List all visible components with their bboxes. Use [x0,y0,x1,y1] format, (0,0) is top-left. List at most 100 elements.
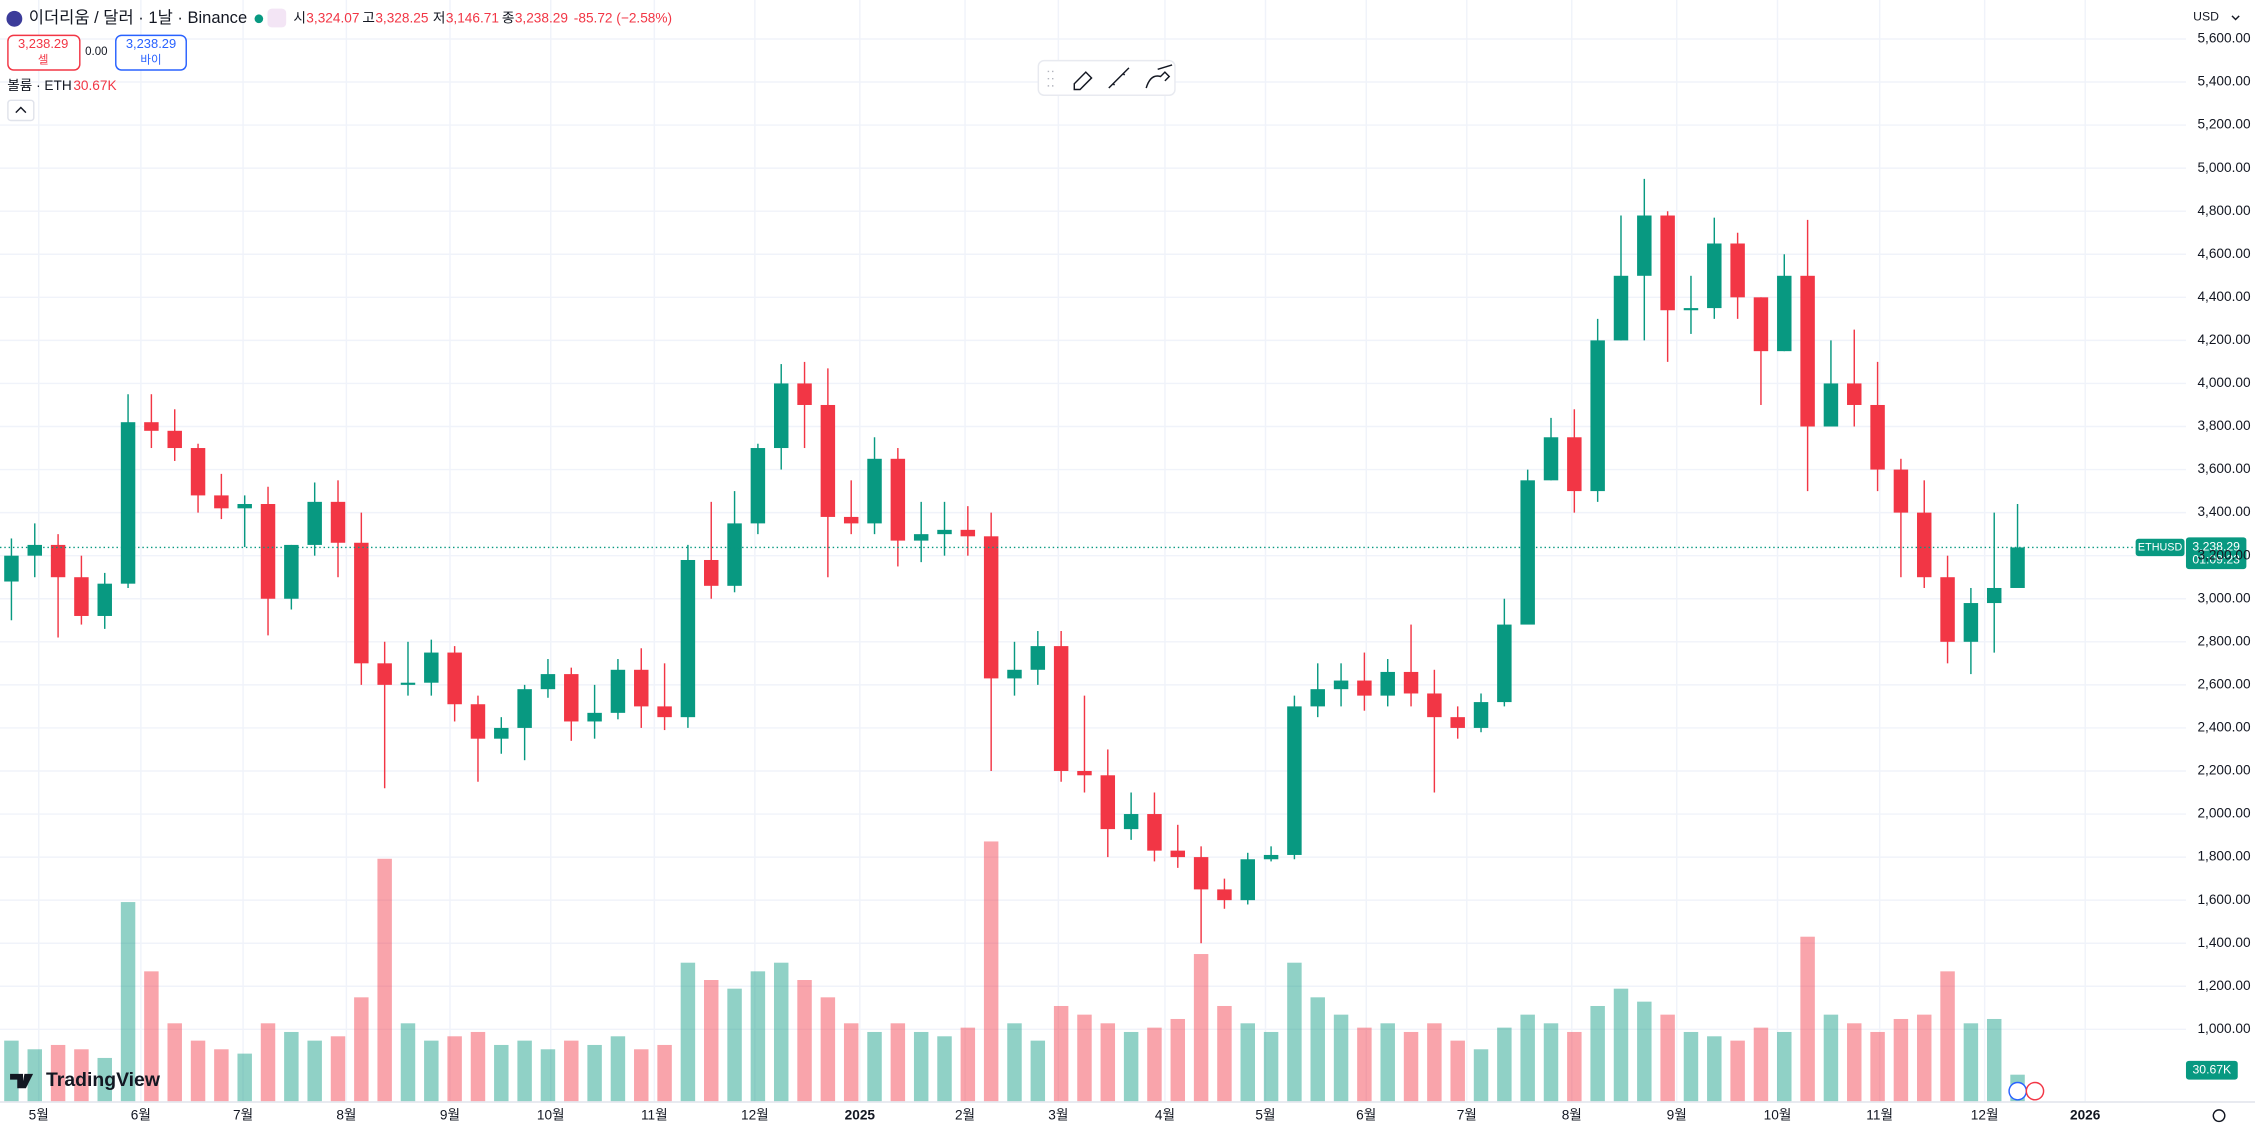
candle-body [2010,547,2025,588]
candle-body [1100,775,1116,830]
event-icon[interactable] [2025,1081,2045,1101]
currency: USD [2193,10,2219,24]
candle-body [1380,671,1395,696]
volume-bar [750,971,766,1102]
currency-caret [2231,15,2240,21]
volume-bar [1543,1023,1559,1102]
candle-body [120,422,136,584]
volume-bar [1170,1018,1186,1102]
volume-bar [1240,1023,1255,1102]
volume-layer [4,841,2025,1102]
volume-bar [400,1023,416,1102]
volume-bar [284,1031,299,1102]
volume-bar [1683,1031,1699,1102]
x-tick-label: 2026 [2070,1107,2101,1122]
ohlc-value: 3,146.71 [446,10,499,25]
volume-bar [937,1036,952,1102]
candle-body [1193,857,1209,890]
x-tick-label: 9월 [1667,1107,1687,1122]
candle-body [1683,308,1699,311]
y-tick-label: 5,000.00 [2197,160,2251,175]
volume-bar [260,1023,276,1102]
sell-button[interactable] [7,34,81,71]
volume-bar [1030,1040,1046,1102]
candle-body [1497,624,1512,703]
candle-body [1007,669,1022,679]
volume-bar [540,1049,556,1102]
candle-body [1707,243,1722,309]
volume-bar [704,980,719,1102]
y-tick-label: 1,400.00 [2197,935,2251,950]
volume-bar [1567,1031,1582,1102]
candle-body [1917,512,1932,578]
candle-body [447,652,462,705]
volume-bar [1053,1005,1069,1102]
chevron [15,106,27,114]
volume-bar [1007,1023,1022,1102]
candle-body [470,704,486,739]
logo: TradingView [46,1069,161,1091]
x-tick-label: 12월 [1971,1107,1999,1122]
candle-body [284,544,299,599]
settings-icon[interactable] [2212,1109,2226,1123]
candle-body [983,536,999,679]
sell-label: 셀 [38,54,49,67]
candle-body [773,383,789,449]
buy-button[interactable] [115,34,187,71]
volume-legend-value: 30.67K [73,78,116,93]
volume-bar [424,1040,439,1102]
candle-body [1800,275,1815,427]
volume-bar [634,1049,649,1102]
volume-bar [1823,1014,1839,1102]
ohlc-label: 시 [293,10,306,25]
volume-bar [727,988,742,1102]
indicator-icon[interactable] [267,8,287,28]
x-tick-label: 12월 [741,1107,769,1122]
candle-body [564,674,579,722]
volume-bar [1893,1018,1909,1102]
candle-body [1520,480,1535,625]
y-tick-label: 5,400.00 [2197,74,2251,89]
collapse-button[interactable] [7,99,35,122]
volume-bar [1357,1027,1372,1102]
volume-bar [1986,1018,2002,1102]
currency-box[interactable] [2188,7,2221,28]
volume-bar [1847,1023,1862,1102]
candle-body [1753,297,1769,352]
x-tick-label: 7월 [233,1107,253,1122]
volume-bar [983,841,999,1102]
ohlc-value: 3,328.25 [375,10,429,25]
candle-body [4,555,19,582]
candle-body [820,404,836,517]
y-tick-label: 2,600.00 [2197,676,2251,691]
candle-body [190,448,206,496]
event-icon[interactable] [2008,1081,2028,1101]
volume-bar [517,1040,532,1102]
volume-bar [867,1031,882,1102]
x-tick-label: 10월 [537,1107,565,1122]
drag-handle[interactable] [1047,70,1054,87]
candle-body [1287,706,1302,855]
y-tick-label: 3,800.00 [2197,418,2251,433]
volume-bar [237,1053,252,1102]
x-tick-label: 2월 [955,1107,975,1122]
volume-bar [1403,1031,1419,1102]
candle-body [657,706,672,718]
line-tool-icon[interactable] [1108,67,1130,89]
y-tick-label: 3,000.00 [2197,590,2251,605]
volume-bar [843,1023,859,1102]
brush-icon[interactable] [1145,64,1173,89]
volume-bar [587,1044,602,1102]
volume-bar [97,1057,112,1102]
volume-bar [470,1031,486,1102]
y-tick-label: 4,600.00 [2197,246,2251,261]
candle-body [1077,770,1092,776]
candle-body [1777,275,1792,352]
buy-label: 바이 [140,54,161,67]
candle-body [1847,383,1862,405]
candle-body [890,458,906,541]
candle-body [50,544,66,578]
candle-body [1030,646,1046,670]
eraser-icon[interactable] [1073,71,1093,91]
volume-bar [1613,988,1629,1102]
